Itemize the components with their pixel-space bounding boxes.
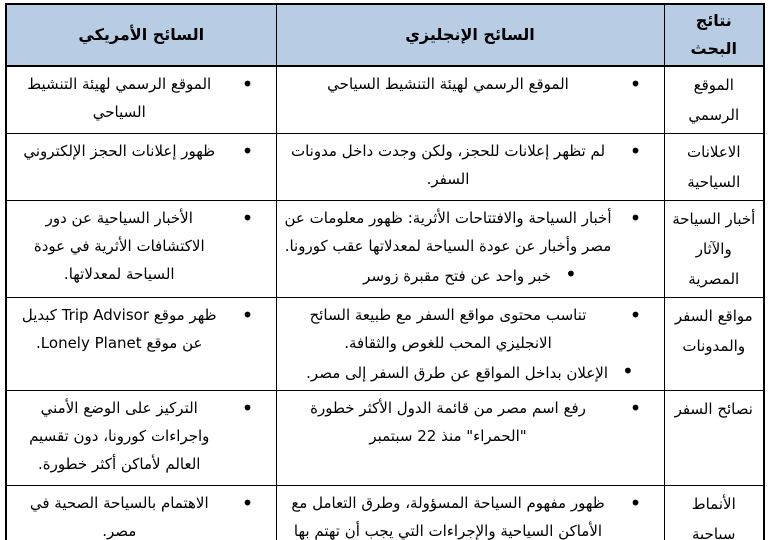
list-item: • ظهر موقع Trip Advisor كبديل عن موقع Lo… [13, 301, 270, 357]
table-row: نصائح السفر • رفع اسم مصر من قائمة الدول… [5, 390, 765, 486]
header-row: نتائج البحث السائح الإنجليزي السائح الأم… [5, 3, 765, 67]
list-item: • الاهتمام بالسياحة الصحية في مصر. [13, 489, 270, 540]
table-row: الأنماط سياحية • ظهور مفهوم السياحة المس… [5, 485, 765, 540]
list-item-text: التركيز على الوضع الأمني واجراءات كورونا… [29, 399, 210, 473]
row-label: مواقع السفر والمدونات [663, 297, 765, 391]
english-tourist-cell: • رفع اسم مصر من قائمة الدول الأكثر خطور… [275, 390, 665, 486]
list-item-text: تناسب محتوى مواقع السفر مع طبيعة السائح … [309, 306, 587, 352]
list-item-text: أخبار السياحة والافتتاحات الأثرية: ظهور … [284, 209, 612, 255]
row-label: نصائح السفر [663, 390, 765, 486]
list-item: • خبر واحد عن فتح مقبرة زوسر [283, 260, 658, 290]
bullet-icon: • [241, 303, 254, 327]
list-item-text: ظهور مفهوم السياحة المسؤولة، وطرق التعام… [291, 494, 605, 540]
list-item: • ظهور إعلانات الحجز الإلكتروني [13, 137, 270, 165]
row-label: الأنماط سياحية [663, 485, 765, 540]
american-tourist-cell: • الموقع الرسمي لهيئة التنشيط السياحي [5, 65, 277, 134]
list-item: • رفع اسم مصر من قائمة الدول الأكثر خطور… [283, 394, 658, 450]
row-label: أخبار السياحة والآثار المصرية [663, 200, 765, 298]
bullet-icon: • [622, 359, 634, 383]
bullet-icon: • [629, 72, 642, 96]
american-tourist-cell: • الأخبار السياحية عن دور الاكتشافات الأ… [5, 200, 277, 298]
list-item-text: لم تظهر إعلانات للحجز، ولكن وجدت داخل مد… [290, 142, 606, 188]
english-tourist-cell: • الموقع الرسمي لهيئة التنشيط السياحي [275, 65, 665, 134]
column-header-results: نتائج البحث [663, 3, 765, 67]
list-item-text: خبر واحد عن فتح مقبرة زوسر [363, 267, 552, 285]
table-row: مواقع السفر والمدونات • تناسب محتوى مواق… [5, 297, 765, 391]
list-item: • الموقع الرسمي لهيئة التنشيط السياحي [13, 70, 270, 126]
table-row: الاعلانات السياحية • لم تظهر إعلانات للح… [5, 133, 765, 201]
list-item: • ظهور مفهوم السياحة المسؤولة، وطرق التع… [283, 489, 658, 540]
american-tourist-cell: • الاهتمام بالسياحة الصحية في مصر. [5, 485, 277, 540]
bullet-icon: • [241, 206, 254, 230]
list-item: • الإعلان بداخل المواقع عن طرق السفر إلى … [283, 357, 658, 387]
bullet-icon: • [629, 491, 642, 515]
english-tourist-cell: • أخبار السياحة والافتتاحات الأثرية: ظهو… [275, 200, 665, 298]
list-item: • الموقع الرسمي لهيئة التنشيط السياحي [283, 70, 658, 98]
search-results-comparison-table: نتائج البحث السائح الإنجليزي السائح الأم… [5, 3, 765, 540]
list-item: • الأخبار السياحية عن دور الاكتشافات الأ… [13, 204, 270, 288]
american-tourist-cell: • التركيز على الوضع الأمني واجراءات كورو… [5, 390, 277, 486]
bullet-icon: • [241, 396, 254, 420]
english-tourist-cell: • تناسب محتوى مواقع السفر مع طبيعة السائ… [275, 297, 665, 391]
list-item-text: ظهر موقع Trip Advisor كبديل عن موقع Lone… [21, 306, 217, 352]
list-item-text: الإعلان بداخل المواقع عن طرق السفر إلى م… [306, 364, 609, 382]
bullet-icon: • [241, 139, 254, 163]
bullet-icon: • [241, 491, 254, 515]
bullet-icon: • [629, 206, 642, 230]
list-item-text: الأخبار السياحية عن دور الاكتشافات الأثر… [33, 209, 205, 283]
english-tourist-cell: • لم تظهر إعلانات للحجز، ولكن وجدت داخل … [275, 133, 665, 201]
list-item-text: الاهتمام بالسياحة الصحية في مصر. [29, 494, 209, 540]
american-tourist-cell: • ظهور إعلانات الحجز الإلكتروني [5, 133, 277, 201]
row-label: الاعلانات السياحية [663, 133, 765, 201]
table-row: الموقع الرسمي • الموقع الرسمي لهيئة التن… [5, 65, 765, 134]
list-item: • تناسب محتوى مواقع السفر مع طبيعة السائ… [283, 301, 658, 357]
bullet-icon: • [565, 262, 577, 286]
list-item-text: الموقع الرسمي لهيئة التنشيط السياحي [27, 75, 212, 121]
list-item-text: ظهور إعلانات الحجز الإلكتروني [23, 142, 216, 160]
bullet-icon: • [241, 72, 254, 96]
bullet-icon: • [629, 303, 642, 327]
english-tourist-cell: • ظهور مفهوم السياحة المسؤولة، وطرق التع… [275, 485, 665, 540]
list-item: • لم تظهر إعلانات للحجز، ولكن وجدت داخل … [283, 137, 658, 193]
row-label: الموقع الرسمي [663, 65, 765, 134]
list-item-text: رفع اسم مصر من قائمة الدول الأكثر خطورة … [310, 399, 586, 445]
bullet-icon: • [629, 396, 642, 420]
list-item-text: الموقع الرسمي لهيئة التنشيط السياحي [327, 75, 569, 93]
list-item: • أخبار السياحة والافتتاحات الأثرية: ظهو… [283, 204, 658, 260]
list-item: • التركيز على الوضع الأمني واجراءات كورو… [13, 394, 270, 478]
column-header-american-tourist: السائح الأمريكي [5, 3, 277, 67]
american-tourist-cell: • ظهر موقع Trip Advisor كبديل عن موقع Lo… [5, 297, 277, 391]
column-header-english-tourist: السائح الإنجليزي [275, 3, 665, 67]
bullet-icon: • [629, 139, 642, 163]
table-row: أخبار السياحة والآثار المصرية • أخبار ال… [5, 200, 765, 298]
